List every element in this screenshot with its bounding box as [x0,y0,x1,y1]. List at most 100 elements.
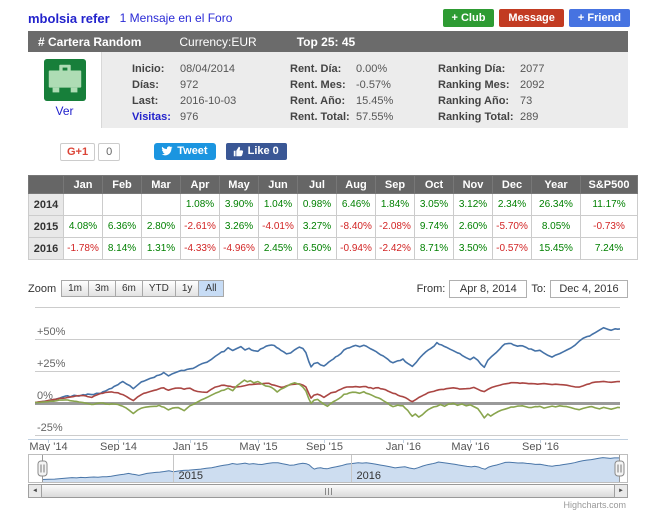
stat-row: Visitas: 976 [132,109,290,125]
table-header: Jul [297,175,337,194]
google-plus-count[interactable]: 0 [98,142,121,161]
highcharts-credit[interactable]: Highcharts.com [563,500,626,510]
return-cell: -5.70% [492,215,532,238]
return-cell: 3.12% [453,193,493,216]
scrollbar-right-arrow[interactable]: ► [614,484,628,498]
date-range-controls: From: To: [416,279,628,298]
to-date-input[interactable] [550,279,628,298]
thumbs-up-icon [233,146,243,156]
stat-label: Rent. Año: [290,95,346,107]
table-header: Apr [180,175,220,194]
stat-value: 15.45% [356,95,394,107]
return-cell: 7.24% [580,237,638,260]
stat-value: 73 [520,95,533,107]
stat-row: Ranking Año: 73 [438,93,628,109]
zoom-button-ytd[interactable]: YTD [141,280,176,297]
navigator-handle-right[interactable] [614,455,625,482]
x-axis-label: Sep '15 [306,441,343,451]
stats-columns: Inicio: 08/04/2014 Días: 972 Last: 2016-10-03… [102,52,628,128]
series-cartera-blue [35,326,620,404]
ver-link[interactable]: Ver [55,104,74,118]
table-row: 2014 1.08% 3.90% 1.04% 0.98% 6.46% 1.84% 3.05% 3… [28,193,638,216]
stat-label: Ranking Año: [438,95,510,107]
stat-column: Ranking Día: 2077 Ranking Mes: 2092 Ranking … [438,61,628,128]
table-header: Year [531,175,581,194]
from-label: From: [416,282,446,295]
from-date-input[interactable] [449,279,528,298]
navigator-year-label: 2015 [179,470,203,482]
chart-navigator[interactable]: 2015 2016 [28,454,628,483]
return-cell: 1.08% [180,193,220,216]
stat-row: Rent. Día: 0.00% [290,61,438,77]
return-cell: 9.74% [414,215,454,238]
stat-value: 0.00% [356,63,388,75]
stat-row: Días: 972 [132,77,290,93]
stat-value: 08/04/2014 [180,63,236,75]
stat-value: 976 [180,111,199,123]
stat-row: Rent. Año: 15.45% [290,93,438,109]
return-cell: 6.50% [297,237,337,260]
portfolio-top-rank: Top 25: 45 [296,34,356,49]
zoom-button-1y[interactable]: 1y [174,280,200,297]
stat-label: Visitas: [132,111,171,123]
year-label-cell: 2014 [28,193,64,216]
scrollbar-left-arrow[interactable]: ◄ [28,484,42,498]
zoom-button-1m[interactable]: 1m [61,280,90,297]
zoom-label: Zoom [28,282,57,295]
x-axis-label: Sep '14 [100,441,137,451]
table-row: 2015 4.08% 6.36% 2.80% -2.61% 3.26% -4.01% 3.27… [28,215,638,238]
forum-messages-link[interactable]: 1 Mensaje en el Foro [119,11,233,25]
facebook-like-button[interactable]: Like 0 [225,143,287,160]
scrollbar-thumb[interactable] [42,484,614,498]
x-axis-label: May '15 [239,441,277,451]
stat-label: Ranking Total: [438,111,514,123]
return-cell: 8.05% [531,215,581,238]
x-axis-label: Jan '16 [386,441,421,451]
zoom-button-3m[interactable]: 3m [88,280,116,297]
return-cell: -8.40% [336,215,376,238]
navigator-area [42,457,619,482]
zoom-button-all[interactable]: All [198,280,224,297]
tweet-button[interactable]: Tweet [154,143,216,160]
stat-value: 289 [520,111,539,123]
club-button[interactable]: + Club [442,9,495,27]
y-axis-label: -25% [37,422,63,434]
return-cell: 15.45% [531,237,581,260]
stat-column: Rent. Día: 0.00% Rent. Mes: -0.57% Rent. Año… [290,61,438,128]
navigator-year-label: 2016 [357,470,381,482]
table-header: Dec [492,175,532,194]
return-cell: 1.31% [141,237,181,260]
table-header [28,175,64,194]
return-cell: -0.73% [580,215,638,238]
stat-label: Días: [132,79,159,91]
x-axis-label: Jan '15 [173,441,208,451]
x-axis-label: Sep '16 [522,441,559,451]
return-cell [141,193,181,216]
return-cell: -1.78% [63,237,103,260]
table-header: Oct [414,175,454,194]
google-plus-one-button[interactable]: G+1 [60,142,96,161]
stat-label: Rent. Día: [290,63,342,75]
stat-value: 2077 [520,63,545,75]
return-cell: 6.36% [102,215,142,238]
return-cell: 6.46% [336,193,376,216]
year-label-cell: 2016 [28,237,64,260]
return-cell: -4.01% [258,215,298,238]
stat-row: Rent. Mes: -0.57% [290,77,438,93]
user-profile-link[interactable]: mbolsia refer [28,10,110,26]
stat-label: Rent. Mes: [290,79,346,91]
table-header: Nov [453,175,493,194]
friend-button[interactable]: + Friend [568,9,630,27]
stats-panel: Ver Inicio: 08/04/2014 Días: 972 Last: 2016-1… [28,52,628,128]
return-cell: 2.34% [492,193,532,216]
stat-value: -0.57% [356,79,391,91]
message-button[interactable]: Message [499,9,564,27]
navigator-handle-left[interactable] [37,455,48,482]
return-cell: 1.04% [258,193,298,216]
table-header: Jan [63,175,103,194]
stat-value: 2092 [520,79,545,91]
zoom-button-6m[interactable]: 6m [114,280,143,297]
portfolio-icon-cell: Ver [28,52,102,128]
return-cell: -4.96% [219,237,259,260]
return-cell: 1.84% [375,193,415,216]
